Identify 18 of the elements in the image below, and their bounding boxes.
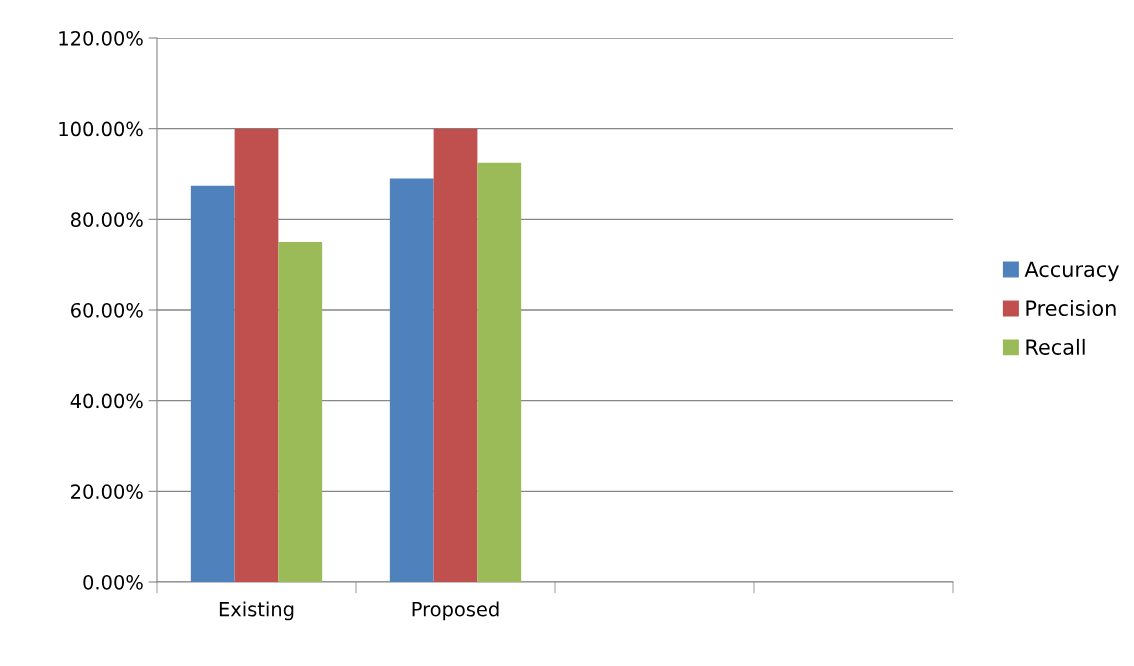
y-tick-label: 40.00% bbox=[70, 393, 143, 409]
bar bbox=[190, 185, 235, 582]
legend-label: Recall bbox=[1026, 338, 1085, 355]
y-tick-label: 120.00% bbox=[59, 30, 143, 46]
x-tick-label: Existing bbox=[219, 601, 294, 621]
y-tick-label: 0.00% bbox=[83, 574, 143, 590]
x-tick-label: Proposed bbox=[412, 601, 499, 621]
y-tick-label: 80.00% bbox=[70, 212, 143, 227]
legend-label: Precision bbox=[1026, 299, 1116, 317]
y-tick-label: 100.00% bbox=[59, 121, 143, 137]
y-tick-label: 60.00% bbox=[71, 302, 143, 318]
bar bbox=[477, 162, 522, 582]
bar bbox=[389, 178, 434, 582]
legend-label: Accuracy bbox=[1024, 261, 1119, 282]
bar bbox=[433, 128, 478, 582]
y-tick-label: 20.00% bbox=[71, 484, 143, 499]
bar bbox=[278, 242, 323, 582]
bar bbox=[234, 128, 279, 582]
